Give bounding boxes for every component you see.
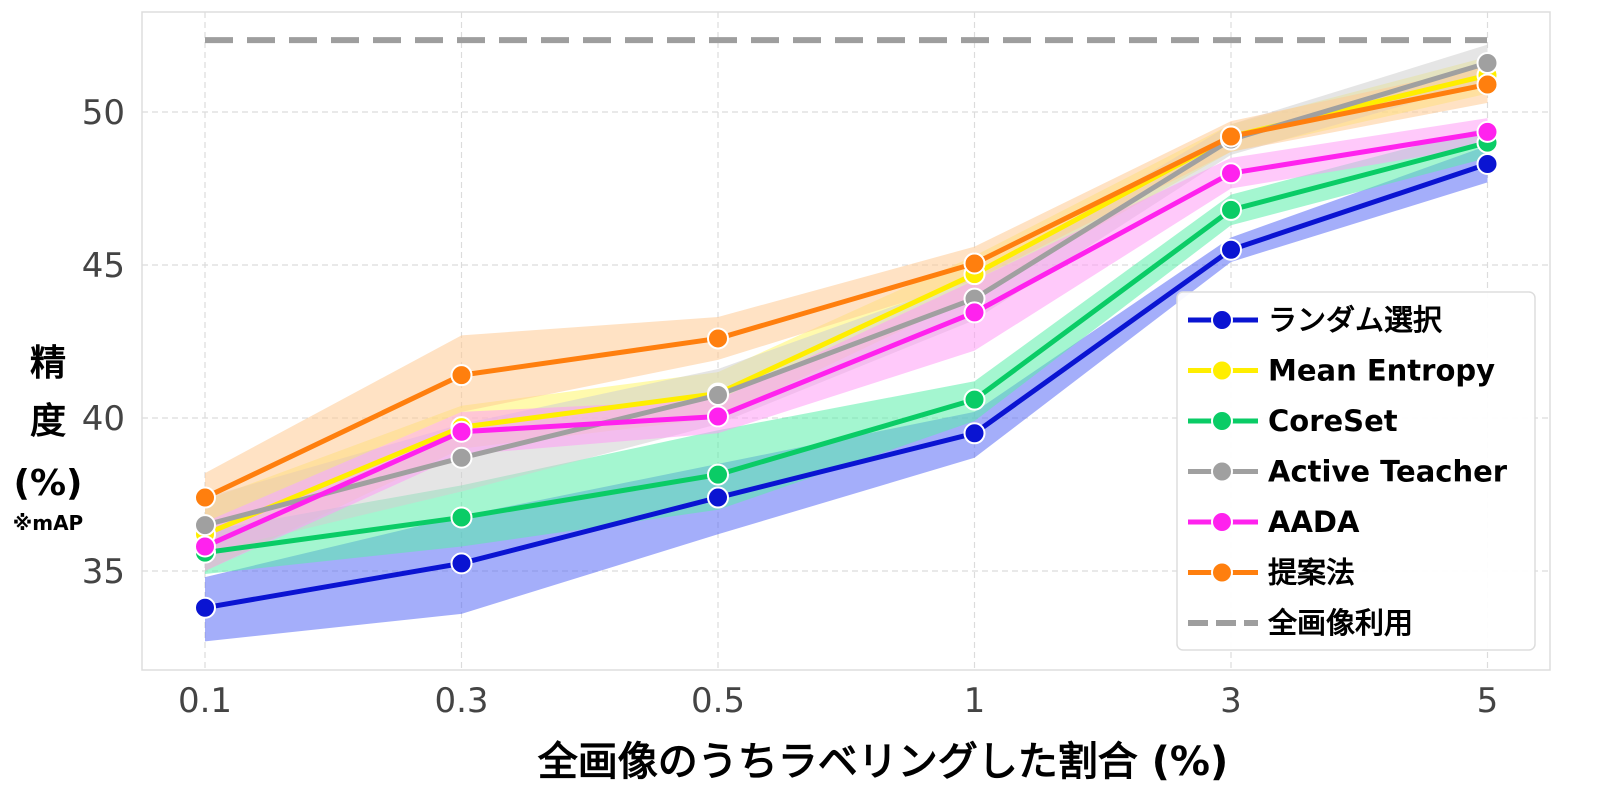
- legend-label: Active Teacher: [1268, 455, 1508, 489]
- data-point: [1220, 198, 1242, 221]
- x-tick-label: 0.3: [434, 681, 488, 721]
- data-point: [194, 596, 216, 619]
- data-point: [450, 420, 473, 443]
- legend-box: [1176, 291, 1536, 651]
- data-point: [450, 506, 473, 529]
- legend-label: CoreSet: [1268, 404, 1398, 438]
- data-point: [1220, 162, 1242, 185]
- y-axis-label-line-1: 精: [30, 343, 66, 384]
- legend-item: AADA: [1188, 505, 1360, 539]
- y-tick-labels: 35 40 45 50: [82, 93, 125, 592]
- legend-label: ランダム選択: [1268, 303, 1443, 337]
- legend-point-marker: [1211, 359, 1233, 382]
- data-point: [194, 514, 216, 537]
- data-point: [963, 422, 986, 445]
- data-point: [707, 327, 729, 350]
- legend-point-marker: [1211, 410, 1233, 432]
- legend-point-marker: [1211, 561, 1233, 584]
- data-point: [1476, 120, 1499, 143]
- data-point: [707, 486, 729, 509]
- plot-frame: [141, 11, 1551, 671]
- legend-items: ランダム選択 Mean Entropy CoreSet Active Teacher A…: [1188, 303, 1508, 640]
- legend-label: 提案法: [1268, 556, 1355, 590]
- x-tick-labels: 0.1 0.3 0.5 1 3 5: [178, 681, 1498, 721]
- series-points: [194, 52, 1499, 619]
- data-point: [450, 364, 473, 387]
- y-axis-label: 精 度 (%) ※mAP: [13, 343, 83, 535]
- series-line: [204, 140, 1489, 556]
- data-point: [707, 405, 729, 428]
- data-point: [707, 384, 729, 407]
- legend-item: Active Teacher: [1188, 455, 1508, 489]
- x-tick-label: 5: [1477, 681, 1499, 721]
- x-tick-label: 1: [964, 681, 986, 721]
- data-point: [963, 252, 986, 275]
- data-point: [450, 446, 473, 469]
- legend-label: 全画像利用: [1267, 606, 1413, 640]
- y-axis-label-line-2: 度: [30, 401, 66, 442]
- y-tick-label: 35: [82, 552, 125, 592]
- series-line: [204, 161, 1489, 611]
- y-tick-label: 45: [82, 246, 125, 286]
- legend-item: 全画像利用: [1188, 606, 1413, 640]
- y-axis-label-note: ※mAP: [13, 511, 83, 535]
- legend-label: AADA: [1268, 505, 1360, 539]
- x-axis-label: 全画像のうちラベリングした割合 (%): [537, 739, 1229, 785]
- data-point: [1476, 153, 1499, 176]
- y-tick-label: 50: [82, 93, 125, 133]
- data-point: [707, 463, 729, 486]
- legend-item: 提案法: [1188, 556, 1355, 590]
- data-point: [1476, 73, 1499, 96]
- data-point: [963, 301, 986, 324]
- legend: ランダム選択 Mean Entropy CoreSet Active Teacher A…: [1176, 291, 1536, 651]
- x-tick-label: 3: [1220, 681, 1242, 721]
- data-point: [963, 388, 986, 411]
- legend-point-marker: [1211, 460, 1233, 483]
- data-point: [1220, 238, 1242, 261]
- series-line: [203, 82, 1488, 500]
- series-line: [203, 129, 1488, 549]
- legend-item: Mean Entropy: [1188, 354, 1495, 388]
- data-point: [1220, 125, 1242, 148]
- legend-label: Mean Entropy: [1268, 354, 1495, 388]
- series-lines: [203, 60, 1489, 611]
- legend-point-marker: [1211, 511, 1233, 533]
- data-point: [194, 535, 216, 558]
- data-point: [194, 486, 216, 509]
- legend-item: ランダム選択: [1188, 303, 1443, 337]
- data-point: [1476, 52, 1499, 75]
- legend-item: CoreSet: [1188, 404, 1398, 438]
- y-axis-label-line-3: (%): [14, 463, 83, 504]
- data-point: [450, 552, 473, 575]
- confidence-band: [205, 127, 1488, 575]
- legend-point-marker: [1211, 309, 1233, 331]
- y-tick-label: 40: [82, 399, 125, 439]
- x-tick-label: 0.1: [178, 681, 232, 721]
- x-tick-label: 0.5: [691, 681, 745, 721]
